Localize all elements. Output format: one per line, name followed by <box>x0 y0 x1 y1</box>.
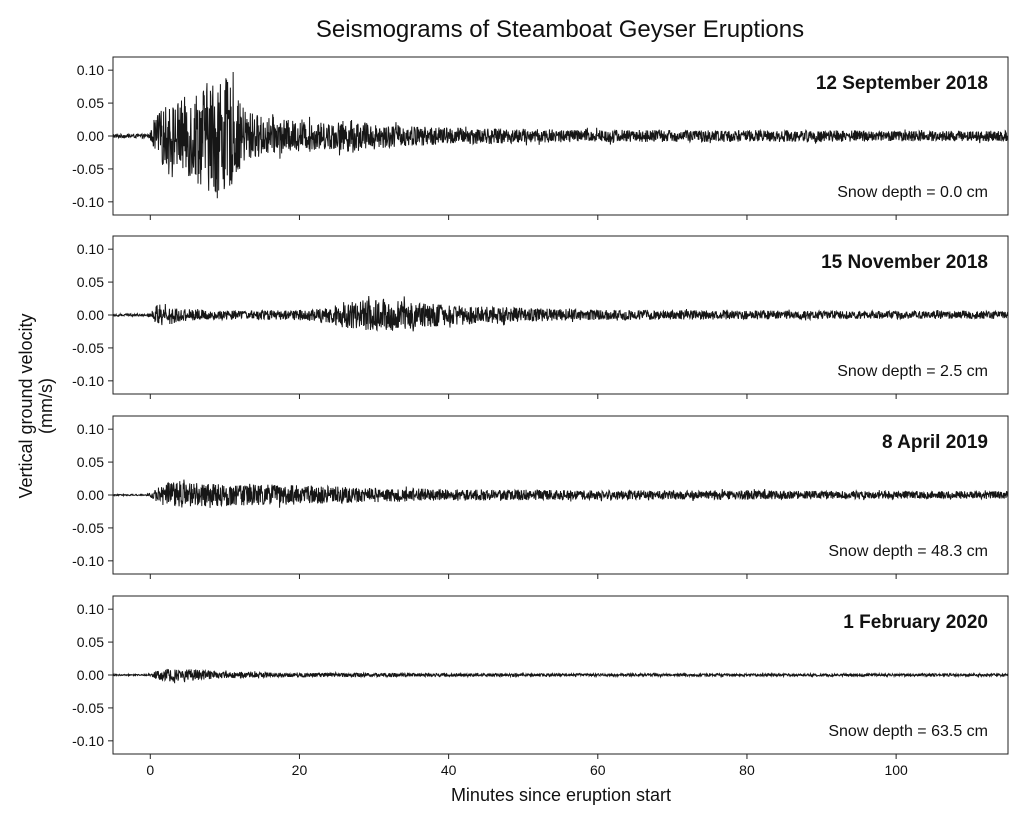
y-tick-label: -0.05 <box>72 700 104 716</box>
y-tick-label: 0.05 <box>77 95 104 111</box>
chart-title: Seismograms of Steamboat Geyser Eruption… <box>316 16 804 43</box>
seismogram-trace <box>112 479 1009 508</box>
y-axis-label-line-2: (mm/s) <box>36 378 56 434</box>
eruption-date-label: 8 April 2019 <box>882 432 988 453</box>
seismogram-trace <box>112 71 1009 199</box>
y-tick-label: -0.10 <box>72 373 104 389</box>
panel-2: 0.10 0.05 0.00 -0.05 -0.10 15 November 2018 Sn… <box>72 235 1009 399</box>
eruption-date-label: 15 November 2018 <box>821 252 988 273</box>
snow-depth-label: Snow depth = 48.3 cm <box>828 543 988 560</box>
y-tick-label: 0.10 <box>77 421 104 437</box>
y-tick-label: -0.10 <box>72 733 104 749</box>
x-tick-label: 20 <box>292 762 308 778</box>
x-tick-label: 100 <box>884 762 908 778</box>
eruption-date-label: 12 September 2018 <box>816 73 988 94</box>
y-tick-label: -0.05 <box>72 520 104 536</box>
y-tick-label: 0.10 <box>77 601 104 617</box>
y-tick-label: 0.05 <box>77 274 104 290</box>
y-tick-label: -0.05 <box>72 161 104 177</box>
panels-group: 0.10 0.05 0.00 -0.05 -0.10 12 September 2018 S… <box>72 56 1009 778</box>
x-tick-label: 0 <box>146 762 154 778</box>
x-tick-label: 80 <box>739 762 755 778</box>
snow-depth-label: Snow depth = 0.0 cm <box>837 184 988 201</box>
y-tick-label: -0.10 <box>72 553 104 569</box>
panel-3: 0.10 0.05 0.00 -0.05 -0.10 8 April 2019 Snow d… <box>72 415 1009 579</box>
panel-1: 0.10 0.05 0.00 -0.05 -0.10 12 September 2018 S… <box>72 56 1009 220</box>
x-tick-label: 40 <box>441 762 457 778</box>
y-tick-label: 0.10 <box>77 62 104 78</box>
y-tick-label: 0.00 <box>77 667 104 683</box>
y-tick-label: 0.00 <box>77 307 104 323</box>
y-tick-label: 0.05 <box>77 454 104 470</box>
y-tick-label: -0.10 <box>72 194 104 210</box>
y-tick-label: 0.00 <box>77 487 104 503</box>
panel-4: 0.10 0.05 0.00 -0.05 -0.10 0 20 40 60 80 100 1 Febr… <box>72 595 1009 778</box>
snow-depth-label: Snow depth = 2.5 cm <box>837 363 988 380</box>
x-tick-label: 60 <box>590 762 606 778</box>
seismogram-trace <box>112 668 1009 684</box>
y-tick-label: 0.10 <box>77 241 104 257</box>
snow-depth-label: Snow depth = 63.5 cm <box>828 723 988 740</box>
y-tick-label: 0.05 <box>77 634 104 650</box>
x-axis-label: Minutes since eruption start <box>451 785 671 805</box>
y-tick-label: -0.05 <box>72 340 104 356</box>
y-tick-label: 0.00 <box>77 128 104 144</box>
y-axis-label-line-1: Vertical ground velocity <box>16 313 36 498</box>
eruption-date-label: 1 February 2020 <box>843 612 988 633</box>
seismogram-trace <box>112 296 1009 332</box>
